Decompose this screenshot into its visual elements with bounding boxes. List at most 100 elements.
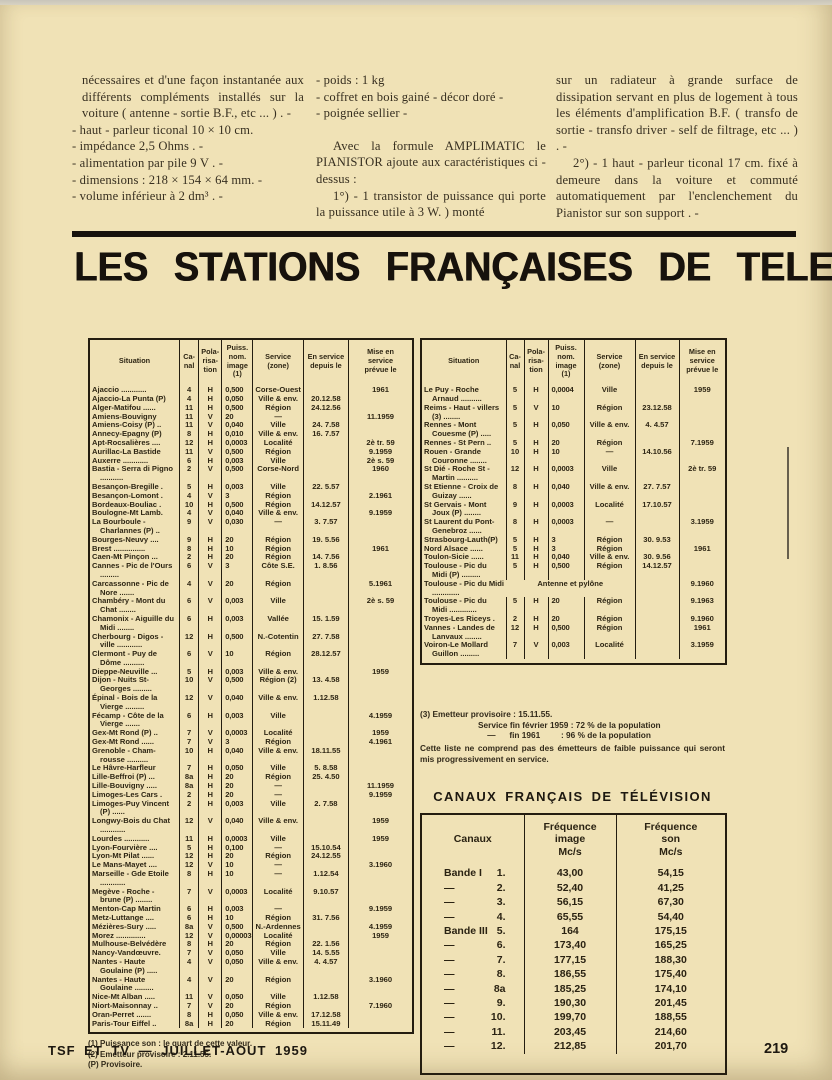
cell-prevue: 2è s. 59 — [348, 597, 413, 615]
station-row: Cannes - Pic de l'Ours ......... 6 V 3 Côte … — [89, 561, 413, 580]
cell-name: Mulhouse-Belvédère — [92, 939, 167, 949]
magazine-footer: TSF ET TV — JUILLET-AOUT 1959 — [48, 1043, 308, 1058]
station-row: Brest ............... 8 H 10 Région 1961 — [89, 544, 413, 554]
canal-row: — 3. 56,15 67,30 — [421, 895, 726, 910]
cell-pola: H — [198, 799, 222, 818]
band-label: — — [444, 1011, 455, 1024]
header-frequence-image: Fréquence image Mc/s — [523, 813, 616, 867]
cell-service: Vallée — [252, 614, 304, 633]
station-row: St Etienne - Croix de Guizay ...... 8 H 0,0… — [421, 482, 726, 501]
cell-puiss: 3 — [547, 544, 584, 554]
band-label: — — [444, 896, 455, 909]
cell-prevue: 9.1959 — [348, 790, 413, 800]
station-row: Toulouse - Pic du Midi ............. 5 H 20… — [421, 597, 726, 615]
cell-name: Caen-Mt Pinçon ... — [92, 552, 158, 562]
band-label: — — [444, 1025, 455, 1038]
cell-pola: V — [198, 948, 222, 958]
station-row: Lourdes ............ 11 H 0,0003 Ville 1959 — [89, 834, 413, 844]
cell-name: Bourges-Neuvy .... — [92, 534, 159, 544]
station-row: Le Mans-Mayet .... 12 V 10— 3.1960 — [89, 860, 413, 871]
cell-prevue: 9.1959 — [348, 447, 413, 457]
cell-frequence-son: 41,25 — [615, 880, 726, 896]
cell-name: Nord Alsace ...... — [424, 543, 483, 553]
cell-depuis — [302, 579, 349, 598]
header-en-service: En service depuis le — [634, 339, 679, 387]
cell-service: — — [252, 904, 304, 914]
cell-service: Ville — [252, 597, 304, 615]
cell-puiss: 0,003 — [221, 904, 253, 914]
cell-pola: H — [523, 482, 548, 501]
cell-pola: H — [198, 667, 222, 677]
left-table-footnotes: (1) Puissance son : le quart de cette va… — [88, 1039, 414, 1070]
header-service-zone: Service (zone) — [583, 339, 635, 387]
cell-service: Ville & env. — [252, 1010, 304, 1020]
cell-service: Ville — [252, 799, 304, 818]
station-row: Fécamp - Côte de la Vierge ....... 6 H 0,00… — [89, 711, 413, 730]
cell-canal: 11 — [179, 447, 199, 457]
cell-canal: 6 — [179, 913, 199, 923]
cell-pola: H — [198, 746, 222, 765]
cell-prevue: 1959 — [348, 834, 413, 844]
cell-puiss: 10 — [221, 860, 253, 871]
cell-depuis — [302, 386, 349, 395]
cell-prevue — [348, 993, 413, 1002]
cell-name: Lille-Beffroi (P) ... — [92, 772, 155, 782]
cell-depuis: 24.12.55 — [302, 852, 349, 862]
cell-band: — 7. — [422, 953, 524, 967]
cell-canal: 8 — [179, 940, 199, 950]
cell-puiss: 0,0004 — [547, 385, 584, 404]
band-label: — — [444, 1040, 455, 1053]
cell-puiss: 3 — [221, 491, 253, 501]
cell-service: Région — [252, 737, 304, 747]
cell-depuis: 19. 5.56 — [302, 535, 349, 545]
cell-canal: 9 — [505, 500, 524, 519]
cell-frequence-son: 67,30 — [615, 895, 726, 910]
cell-prevue — [348, 694, 413, 712]
station-row: Mézières-Sury ..... 8a V 0,500 N.-Ardennes 4.… — [89, 922, 413, 932]
cell-prevue: 2.1961 — [348, 491, 413, 501]
header-service-zone: Service (zone) — [252, 339, 304, 387]
cell-canal: 10 — [179, 746, 199, 765]
cell-pola: H — [198, 535, 222, 545]
header-puissance: Puiss. nom. image (1) — [547, 339, 584, 387]
cell-depuis: 30. 9.56 — [634, 553, 679, 563]
cell-depuis — [302, 456, 349, 466]
cell-prevue: 9.1959 — [348, 904, 413, 914]
cell-name: Rennes - Mont Couesme (P) ..... — [424, 420, 492, 439]
cell-depuis: 30. 9.53 — [634, 535, 679, 545]
header-canal: Ca- nal — [505, 339, 524, 387]
cell-name: Lyon-Fourvière .... — [92, 842, 158, 852]
cell-pola: H — [198, 913, 222, 923]
station-row: Lille-Bouvigny ..... 8a H 20— 11.1959 — [89, 781, 413, 791]
cell-prevue — [678, 421, 726, 439]
cell-name: Strasbourg-Lauth(P) — [424, 534, 498, 544]
cell-depuis — [302, 790, 349, 800]
cell-name: Marseille - Gde Etoile ............ — [92, 869, 169, 887]
cell-prevue — [348, 773, 413, 783]
station-row: Oran-Perret ....... 8 H 0,050 Ville & env. 17… — [89, 1010, 413, 1020]
cell-canal: 7 — [505, 640, 524, 659]
cell-canal: 2 — [505, 614, 524, 624]
cell-puiss: 0,003 — [221, 614, 253, 633]
cell-depuis — [302, 447, 349, 457]
cell-service: Ville & env. — [252, 693, 304, 712]
cell-frequence-image: 190,30 — [523, 996, 616, 1011]
cell-puiss: 10 — [221, 913, 253, 923]
cell-frequence-son: 188,55 — [615, 1010, 726, 1025]
cell-name: Megève - Roche - brune (P) ........ — [92, 886, 155, 905]
cell-prevue: 1961 — [678, 623, 726, 642]
cell-frequence-son: 174,10 — [615, 981, 726, 997]
cell-service: Région — [252, 447, 304, 457]
canal-row: — 11. 203,45 214,60 — [421, 1024, 726, 1040]
cell-pola: V — [198, 992, 222, 1002]
cell-prevue: 11.1959 — [348, 781, 413, 791]
cell-depuis — [634, 544, 679, 554]
cell-pola: H — [198, 711, 222, 730]
cell-service: — — [583, 447, 635, 466]
cell-canal: 2 — [179, 553, 199, 563]
cell-name: Voiron-Le Mollard Guillon ......... — [424, 640, 488, 659]
cell-service: Corse-Ouest — [252, 385, 304, 395]
cell-name: St Dié - Roche St - Martin .......... — [424, 464, 490, 483]
cell-depuis: 1.12.54 — [302, 869, 349, 888]
station-row: Épinal - Bois de la Vierge ......... 12 V 0… — [89, 693, 413, 712]
